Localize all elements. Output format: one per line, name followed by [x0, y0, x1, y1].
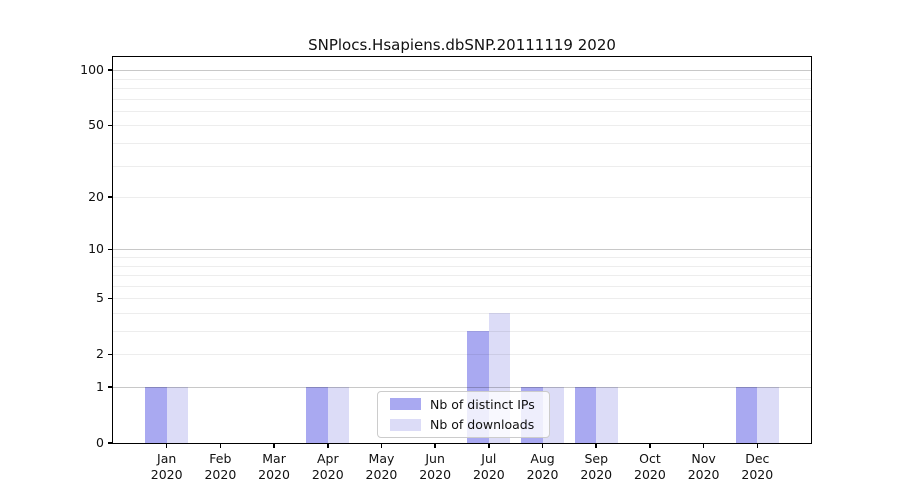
y-tick-1: [108, 386, 112, 388]
legend-label-downloads: Nb of downloads: [430, 417, 535, 433]
plot-area: [113, 57, 811, 443]
y-tick-2: [108, 353, 112, 355]
y-tick-label-50: 50: [88, 117, 104, 133]
x-tick-oct: [649, 444, 651, 448]
x-tick-may: [380, 444, 383, 448]
legend: Nb of distinct IPs Nb of downloads: [377, 391, 550, 438]
y-tick-label-20: 20: [88, 189, 104, 205]
y-tick-5: [108, 297, 112, 299]
x-tick-apr: [327, 444, 329, 448]
x-tick-jan: [165, 444, 168, 448]
gridline-minor-90: [113, 78, 811, 80]
y-tick-label-0: 0: [96, 435, 104, 450]
gridline-minor-6: [113, 285, 811, 287]
x-tick-label-feb: Feb 2020: [204, 451, 237, 482]
y-tick-label-2: 2: [96, 346, 104, 362]
x-tick-mar: [273, 444, 275, 448]
legend-swatch-downloads: [390, 418, 421, 431]
x-tick-label-aug: Aug 2020: [526, 451, 559, 482]
bar-apr-downloads: [327, 387, 350, 443]
gridline-minor-9: [113, 257, 811, 258]
x-tick-nov: [702, 444, 705, 448]
x-tick-sep: [595, 444, 597, 448]
gridline-minor-70: [113, 98, 811, 100]
y-tick-label-100: 100: [80, 62, 104, 78]
chart-title: SNPlocs.Hsapiens.dbSNP.20111119 2020: [308, 36, 616, 54]
bar-jan-distinct-ips: [145, 387, 167, 443]
x-tick-label-dec: Dec 2020: [741, 451, 774, 482]
gridline-minor-80: [113, 88, 811, 90]
y-tick-100: [108, 69, 112, 71]
x-tick-label-nov: Nov 2020: [687, 451, 720, 482]
x-tick-label-may: May 2020: [365, 451, 398, 482]
x-tick-label-mar: Mar 2020: [258, 451, 290, 482]
gridline-minor-2: [113, 354, 811, 356]
bar-jan-downloads: [166, 387, 189, 443]
gridline-minor-50: [113, 125, 811, 127]
gridline-minor-3: [113, 331, 811, 333]
bar-sep-downloads: [596, 387, 618, 443]
x-tick-feb: [219, 444, 222, 448]
gridline-minor-60: [113, 110, 811, 112]
legend-label-distinct-ips: Nb of distinct IPs: [430, 396, 535, 412]
x-tick-label-jul: Jul 2020: [472, 451, 505, 482]
y-tick-0: [108, 442, 112, 444]
x-tick-label-jun: Jun 2020: [419, 451, 452, 482]
gridline-minor-30: [113, 165, 811, 167]
x-tick-label-apr: Apr 2020: [311, 451, 344, 482]
bar-apr-distinct-ips: [306, 387, 328, 443]
x-tick-label-jan: Jan 2020: [150, 451, 183, 482]
bar-dec-downloads: [757, 387, 779, 443]
x-tick-aug: [541, 444, 544, 448]
y-tick-label-10: 10: [88, 241, 104, 257]
bar-dec-distinct-ips: [735, 387, 758, 443]
legend-row-distinct-ips: Nb of distinct IPs: [378, 396, 549, 412]
y-tick-label-1: 1: [96, 379, 104, 394]
bar-sep-distinct-ips: [574, 387, 597, 443]
y-tick-50: [108, 124, 112, 127]
legend-row-downloads: Nb of downloads: [378, 417, 549, 433]
y-tick-20: [108, 196, 112, 198]
y-tick-label-5: 5: [96, 290, 104, 306]
gridline-minor-40: [113, 143, 811, 145]
legend-swatch-distinct-ips: [390, 398, 421, 411]
gridline-minor-7: [113, 275, 811, 277]
gridline-minor-20: [113, 197, 811, 199]
x-tick-dec: [756, 444, 759, 448]
y-tick-10: [108, 248, 112, 251]
x-tick-label-oct: Oct 2020: [634, 451, 666, 482]
gridline-minor-8: [113, 265, 811, 267]
gridline-minor-5: [113, 298, 811, 300]
x-tick-jun: [434, 444, 436, 448]
gridline-major-10: [113, 249, 811, 251]
gridline-major-100: [113, 70, 811, 72]
gridline-minor-4: [113, 312, 811, 314]
x-tick-label-sep: Sep 2020: [580, 451, 613, 482]
gridline-major-1: [113, 387, 811, 388]
x-tick-jul: [488, 444, 490, 448]
